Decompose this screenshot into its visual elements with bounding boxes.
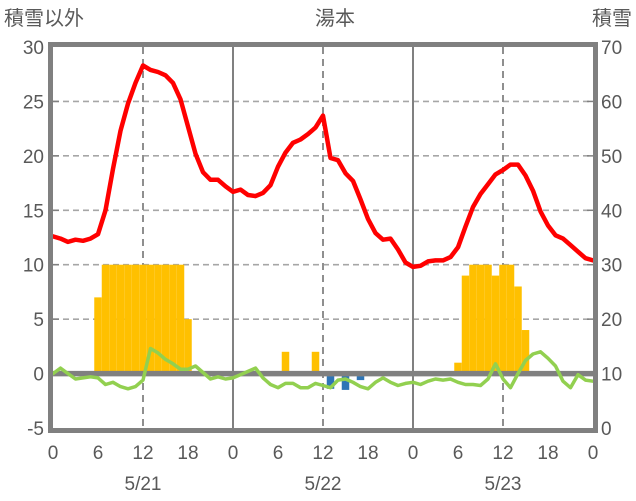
sunshine-bars: [94, 264, 530, 372]
hour-tick-label: 6: [453, 443, 464, 464]
right-axis-labels: 70 60 50 40 30 20 10 0: [601, 38, 622, 440]
right-axis-tick-label: 0: [601, 419, 612, 440]
left-axis-labels: 30 25 20 15 10 5 0 -5: [23, 38, 44, 440]
left-axis-tick-label: 5: [33, 310, 44, 331]
hour-tick-label: 6: [273, 443, 284, 464]
hour-tick-label: 18: [537, 443, 558, 464]
left-axis-tick-label: 15: [23, 201, 44, 222]
temperature-line: [50, 63, 596, 270]
left-axis-tick-label: 0: [33, 365, 44, 386]
left-axis-tick-label: 10: [23, 256, 44, 277]
right-axis-tick-label: 20: [601, 310, 622, 331]
right-axis-tick-label: 50: [601, 147, 622, 168]
date-label: 5/22: [305, 474, 342, 495]
right-axis-title: 積雪: [592, 8, 632, 30]
green-line: [51, 346, 595, 391]
frame-ticks: [53, 100, 593, 320]
hour-tick-label: 0: [228, 443, 239, 464]
chart-frame: [48, 42, 598, 433]
hour-tick-label: 18: [177, 443, 198, 464]
hour-tick-label: 18: [357, 443, 378, 464]
left-axis-tick-label: 20: [23, 147, 44, 168]
date-label: 5/23: [485, 474, 522, 495]
date-labels: 5/21 5/22 5/23: [125, 474, 522, 495]
left-axis-title: 積雪以外: [4, 8, 84, 30]
right-axis-tick-label: 30: [601, 256, 622, 277]
hour-labels: 0 6 12 18 0 6 12 18 0 6 12 18 0: [48, 443, 599, 464]
hour-tick-label: 0: [48, 443, 59, 464]
right-axis-tick-label: 70: [601, 38, 622, 59]
hour-tick-label: 0: [408, 443, 419, 464]
hour-tick-label: 12: [492, 443, 513, 464]
left-axis-tick-label: 30: [23, 38, 44, 59]
hour-tick-label: 0: [588, 443, 599, 464]
date-label: 5/21: [125, 474, 162, 495]
blue-bars: [326, 376, 365, 390]
left-axis-tick-label: -5: [27, 419, 44, 440]
right-axis-tick-label: 10: [601, 365, 622, 386]
right-axis-tick-label: 40: [601, 201, 622, 222]
hour-tick-label: 12: [132, 443, 153, 464]
right-axis-tick-label: 60: [601, 92, 622, 113]
station-title: 湯本: [315, 8, 355, 30]
left-axis-tick-label: 25: [23, 92, 44, 113]
hour-tick-label: 6: [93, 443, 104, 464]
hour-tick-label: 12: [312, 443, 333, 464]
